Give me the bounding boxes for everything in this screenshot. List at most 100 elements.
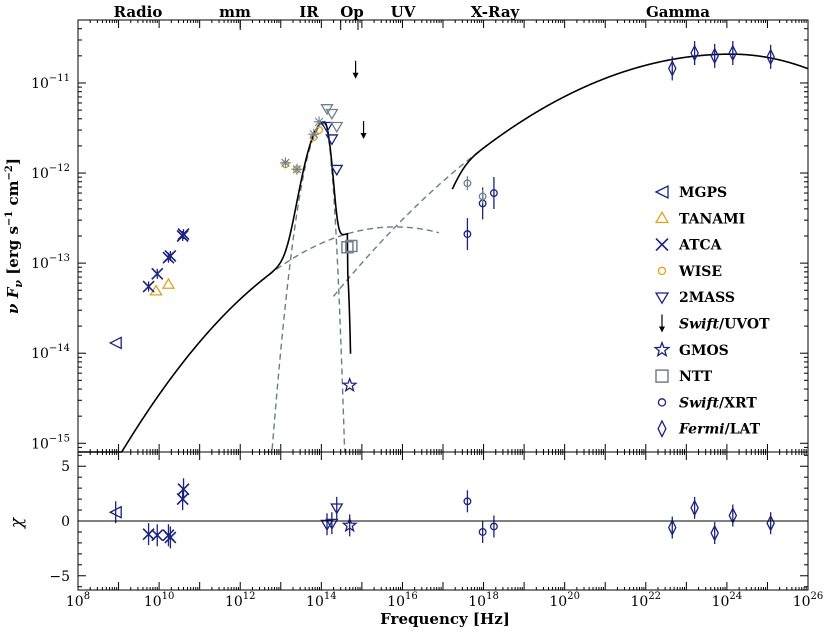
legend-label: WISE bbox=[678, 264, 722, 280]
marker-shape bbox=[489, 522, 498, 531]
legend-label: TANAMI bbox=[679, 211, 745, 227]
marker-shape bbox=[657, 266, 667, 276]
atca-point bbox=[164, 249, 177, 263]
x-tick-label: 1012 bbox=[225, 591, 256, 610]
legend-label: Fermi/LAT bbox=[678, 422, 761, 438]
sed-data-points bbox=[108, 41, 775, 393]
x-tick-label: 1020 bbox=[549, 591, 580, 610]
legend-label-italic: Swift bbox=[679, 395, 720, 411]
y-tick-exp: −12 bbox=[49, 163, 70, 174]
legend-label-text: WISE bbox=[678, 264, 722, 280]
marker-shape bbox=[728, 44, 738, 62]
band-label-op: Op bbox=[340, 3, 364, 21]
marker-shape bbox=[330, 503, 344, 515]
2mass-point bbox=[330, 164, 344, 177]
atca-point bbox=[151, 267, 164, 280]
y-tick-base: 10 bbox=[31, 76, 49, 92]
wise-model-point bbox=[291, 163, 303, 175]
ntt-point bbox=[341, 241, 354, 254]
2mass-point bbox=[320, 121, 334, 134]
res-tick-label: 0 bbox=[61, 514, 70, 530]
y-tick-exp: −15 bbox=[49, 433, 70, 444]
inverse-compton-curve bbox=[332, 138, 497, 297]
swift-uvot-point bbox=[360, 121, 367, 140]
legend-label-italic: Swift bbox=[679, 317, 720, 333]
res-tick-label: −5 bbox=[49, 569, 70, 585]
band-labels: Radio mm IR Op UV X-Ray Gamma bbox=[114, 3, 711, 21]
marker-shape bbox=[657, 398, 667, 407]
x-tick-exp: 26 bbox=[811, 591, 824, 602]
sed-frame bbox=[77, 19, 809, 453]
legend-label-text: NTT bbox=[679, 369, 713, 385]
x-tick-exp: 16 bbox=[405, 591, 418, 602]
x-axis-label: Frequency [Hz] bbox=[380, 610, 510, 628]
legend-label: NTT bbox=[679, 369, 713, 385]
y-tick-exp: −13 bbox=[49, 253, 70, 264]
marker-shape bbox=[463, 179, 472, 188]
legend-label-text: TANAMI bbox=[679, 211, 745, 227]
ylabel-sub: ν bbox=[12, 280, 25, 288]
marker-shape bbox=[330, 121, 344, 134]
y-tick-label: 10−15 bbox=[31, 433, 70, 452]
res-tick-label: 5 bbox=[61, 459, 70, 475]
ylabel-nu: ν F bbox=[4, 286, 22, 314]
swift-xrt-residual bbox=[463, 497, 472, 506]
y-tick-base: 10 bbox=[31, 346, 49, 362]
marker-shape bbox=[654, 184, 669, 200]
x-tick-exp: 14 bbox=[324, 591, 337, 602]
marker-shape bbox=[728, 506, 738, 525]
residual-points bbox=[108, 478, 775, 549]
x-tick-base: 10 bbox=[66, 594, 84, 610]
total-model-curve-high bbox=[451, 53, 809, 190]
y-tick-base: 10 bbox=[31, 166, 49, 182]
marker-shape bbox=[667, 59, 677, 78]
marker-shape bbox=[108, 336, 122, 350]
legend-label-text: GMOS bbox=[679, 343, 729, 359]
legend-marker-8 bbox=[657, 398, 667, 407]
marker-shape bbox=[320, 121, 334, 134]
2mass-model-point bbox=[330, 121, 344, 134]
marker-shape bbox=[177, 483, 190, 496]
atca-residual bbox=[151, 529, 164, 542]
legend-marker-0 bbox=[654, 184, 669, 200]
legend-label-text: /LAT bbox=[725, 422, 761, 438]
x-tick-exp: 8 bbox=[84, 591, 90, 602]
legend-label-text: MGPS bbox=[679, 185, 727, 201]
marker-shape bbox=[463, 230, 472, 239]
x-tick-label: 108 bbox=[66, 591, 90, 610]
marker-shape bbox=[325, 518, 339, 530]
swift-xrt-point bbox=[489, 189, 498, 197]
swift-uvot-point bbox=[352, 60, 359, 79]
legend-label-text: ATCA bbox=[678, 238, 723, 254]
axes: 108 1010 1012 1014 1016 1018 1020 1022 1024 10261… bbox=[4, 19, 824, 610]
atca-residual bbox=[177, 483, 190, 496]
marker-shape bbox=[345, 239, 358, 253]
marker-shape bbox=[654, 211, 670, 224]
marker-shape bbox=[325, 108, 339, 121]
swift-xrt-unabsorbed-point bbox=[463, 179, 472, 188]
gmos-point bbox=[341, 376, 358, 393]
y-tick-label: 10−14 bbox=[31, 343, 70, 362]
x-tick-base: 10 bbox=[549, 594, 567, 610]
x-tick-exp: 20 bbox=[567, 591, 580, 602]
marker-shape bbox=[151, 529, 164, 542]
ylabel-sup1: −1 bbox=[4, 211, 15, 226]
x-tick-base: 10 bbox=[630, 594, 648, 610]
marker-shape bbox=[655, 238, 669, 252]
marker-shape bbox=[463, 497, 472, 506]
marker-shape bbox=[108, 505, 122, 519]
x-tick-exp: 24 bbox=[729, 591, 742, 602]
legend-label: ATCA bbox=[678, 238, 723, 254]
2mass-model-point bbox=[325, 108, 339, 121]
marker-shape bbox=[341, 376, 358, 393]
y-tick-base: 10 bbox=[31, 256, 49, 272]
legend-marker-7 bbox=[655, 369, 669, 383]
marker-shape bbox=[478, 528, 487, 536]
marker-shape bbox=[341, 516, 358, 533]
res-axis-label: χ bbox=[7, 516, 27, 529]
x-tick-exp: 10 bbox=[162, 591, 175, 602]
band-label-gamma: Gamma bbox=[646, 3, 710, 21]
band-label-mm: mm bbox=[219, 3, 251, 21]
x-tick-exp: 12 bbox=[243, 591, 256, 602]
sed-panel: MGPS TANAMI ATCA WISE 2MASS Swift/UVOT GMOS NTT… bbox=[78, 41, 809, 453]
